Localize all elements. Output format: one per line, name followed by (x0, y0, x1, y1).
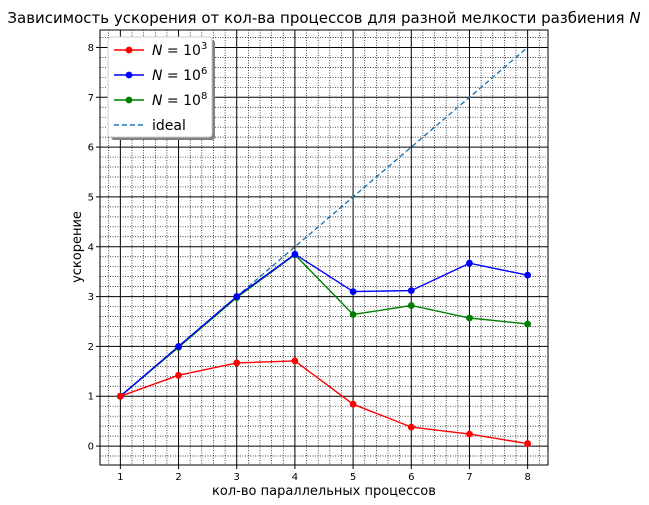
x-tick-label: 1 (117, 472, 123, 483)
data-point (291, 357, 299, 365)
data-point (466, 430, 473, 438)
y-tick-label: 8 (88, 43, 94, 54)
data-point (349, 311, 357, 318)
x-tick-label: 5 (350, 472, 356, 483)
y-axis-label: ускорение (70, 211, 85, 283)
data-point (524, 271, 532, 279)
series-line (119, 253, 528, 397)
chart-title: Зависимость ускорения от кол-ва процессо… (7, 9, 640, 27)
plot-series (116, 46, 532, 447)
data-point (116, 392, 124, 400)
legend-label: ideal (152, 118, 186, 134)
y-tick-label: 3 (88, 292, 94, 303)
data-point (233, 293, 241, 300)
data-point (175, 343, 182, 350)
x-tick-label: 8 (524, 472, 530, 483)
y-tick-label: 5 (88, 192, 94, 203)
legend-marker (125, 46, 133, 54)
legend-box (107, 36, 213, 138)
data-point (466, 314, 473, 322)
y-tick-label: 2 (88, 342, 94, 353)
data-point (407, 287, 415, 295)
data-point (407, 423, 415, 431)
data-point (524, 320, 532, 328)
x-tick-label: 7 (466, 472, 472, 483)
legend-marker (125, 71, 133, 79)
y-tick-label: 0 (88, 442, 94, 453)
x-tick-label: 3 (234, 472, 240, 483)
plot-frame (99, 29, 549, 466)
data-point (291, 250, 299, 258)
x-tick-label: 6 (408, 472, 414, 483)
data-point (407, 302, 415, 309)
x-tick-label: 4 (292, 472, 298, 483)
legend-label: N = 108 (152, 91, 207, 109)
legend-marker (125, 96, 133, 104)
legend: N = 103 N = 106 N = 108 ideal (107, 36, 215, 140)
data-point (466, 259, 473, 267)
legend-label: N = 103 (152, 41, 207, 59)
data-point (349, 288, 357, 295)
x-axis-label: кол-во параллельных процессов (212, 484, 436, 499)
y-tick-label: 1 (88, 392, 94, 403)
series-line (120, 360, 528, 445)
legend-label: N = 106 (152, 66, 207, 84)
y-tick-label: 4 (88, 242, 94, 253)
data-point (233, 359, 241, 367)
axes: 1 2 3 4 5 6 7 8 0 1 2 3 4 5 6 7 8 (88, 29, 549, 483)
y-tick-label: 7 (88, 93, 94, 104)
data-point (524, 440, 532, 447)
x-tick-label: 2 (175, 472, 181, 483)
data-point (175, 371, 182, 379)
series-line (119, 253, 528, 397)
y-tick-label: 6 (88, 143, 94, 154)
data-point (349, 400, 357, 408)
